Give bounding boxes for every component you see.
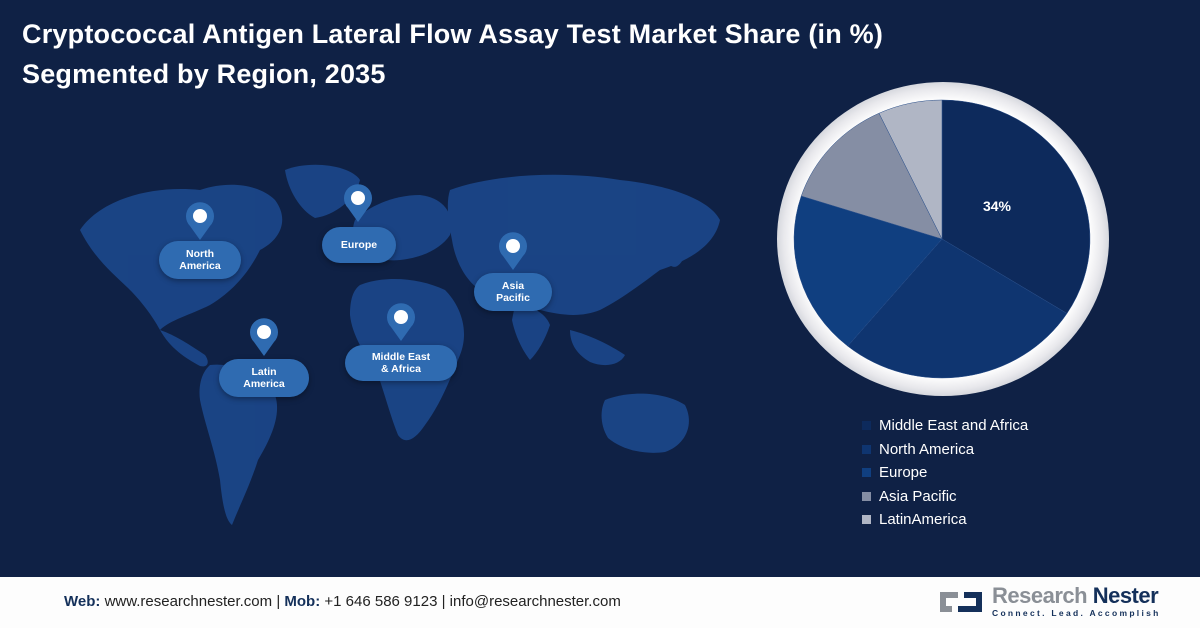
pie-chart: 34% xyxy=(777,82,1109,396)
region-bubble-latin-america[interactable]: Latin America xyxy=(219,359,309,397)
region-bubble-north-america[interactable]: North America xyxy=(159,241,241,279)
logo-name-nester: Nester xyxy=(1092,583,1159,608)
email-link[interactable]: info@researchnester.com xyxy=(449,593,621,610)
region-label: & Africa xyxy=(381,363,421,375)
region-label: Asia xyxy=(501,280,525,292)
separator: | xyxy=(441,593,446,610)
legend-item-asia-pacific: Asia Pacific xyxy=(862,485,1028,509)
chart-legend: Middle East and Africa North America Eur… xyxy=(862,414,1028,532)
logo-name-research: Research xyxy=(992,583,1088,608)
logo-tagline: Connect. Lead. Accomplish xyxy=(992,608,1161,618)
legend-swatch xyxy=(862,444,871,454)
location-pin-icon xyxy=(344,184,372,222)
legend-label: Asia Pacific xyxy=(879,487,957,505)
pie-slice-latinamerica xyxy=(878,99,943,240)
pie-slice-asia-pacific xyxy=(800,112,943,240)
legend-swatch xyxy=(862,515,871,525)
mobile-number: +1 646 586 9123 xyxy=(324,593,438,610)
page-title: Cryptococcal Antigen Lateral Flow Assay … xyxy=(22,14,883,94)
legend-swatch xyxy=(862,491,871,501)
web-link[interactable]: www.researchnester.com xyxy=(104,593,273,610)
region-label: Europe xyxy=(340,239,378,251)
legend-label: Middle East and Africa xyxy=(879,417,1029,435)
location-pin-icon xyxy=(387,303,415,341)
legend-item-europe: Europe xyxy=(862,461,1028,485)
slice-data-label: 34% xyxy=(983,198,1012,214)
pie-slice-north-america xyxy=(847,238,1068,379)
region-label: Latin xyxy=(251,366,277,378)
research-nester-logo: Research Nester Connect. Lead. Accomplis… xyxy=(936,585,1161,618)
region-label: Middle East xyxy=(371,351,431,363)
region-bubble-asia-pacific[interactable]: Asia Pacific xyxy=(474,273,552,311)
location-pin-icon xyxy=(499,232,527,270)
separator: | xyxy=(276,593,281,610)
legend-item-latin-america: LatinAmerica xyxy=(862,508,1028,532)
logo-mark-icon xyxy=(940,591,982,612)
web-label: Web: xyxy=(64,593,101,610)
infographic-panel: Cryptococcal Antigen Lateral Flow Assay … xyxy=(22,14,1109,532)
pie-slice-europe xyxy=(793,195,943,347)
region-label: Pacific xyxy=(496,292,530,304)
location-pin-icon xyxy=(250,318,278,356)
location-pin-icon xyxy=(186,202,214,240)
pie-slice-middle-east-and-africa xyxy=(941,99,1091,314)
footer: Web: www.researchnester.com | Mob: +1 64… xyxy=(0,577,1200,628)
legend-item-north-america: North America xyxy=(862,438,1028,462)
mobile-label: Mob: xyxy=(284,593,321,610)
region-label: North xyxy=(185,248,214,260)
title-line-1: Cryptococcal Antigen Lateral Flow Assay … xyxy=(22,19,884,49)
legend-item-middle-east-africa: Middle East and Africa xyxy=(862,414,1028,438)
region-bubble-europe[interactable]: Europe xyxy=(322,227,396,263)
legend-swatch xyxy=(862,421,871,431)
contact-info: Web: www.researchnester.com | Mob: +1 64… xyxy=(64,593,621,610)
region-bubble-middle-east-africa[interactable]: Middle East & Africa xyxy=(345,345,457,381)
legend-label: Europe xyxy=(879,464,928,482)
legend-swatch xyxy=(862,468,871,478)
pie-slices xyxy=(793,99,1091,379)
legend-label: LatinAmerica xyxy=(879,511,967,529)
region-label: America xyxy=(179,260,221,272)
legend-label: North America xyxy=(879,440,975,458)
region-label: America xyxy=(243,378,285,390)
title-line-2: Segmented by Region, 2035 xyxy=(22,59,386,89)
